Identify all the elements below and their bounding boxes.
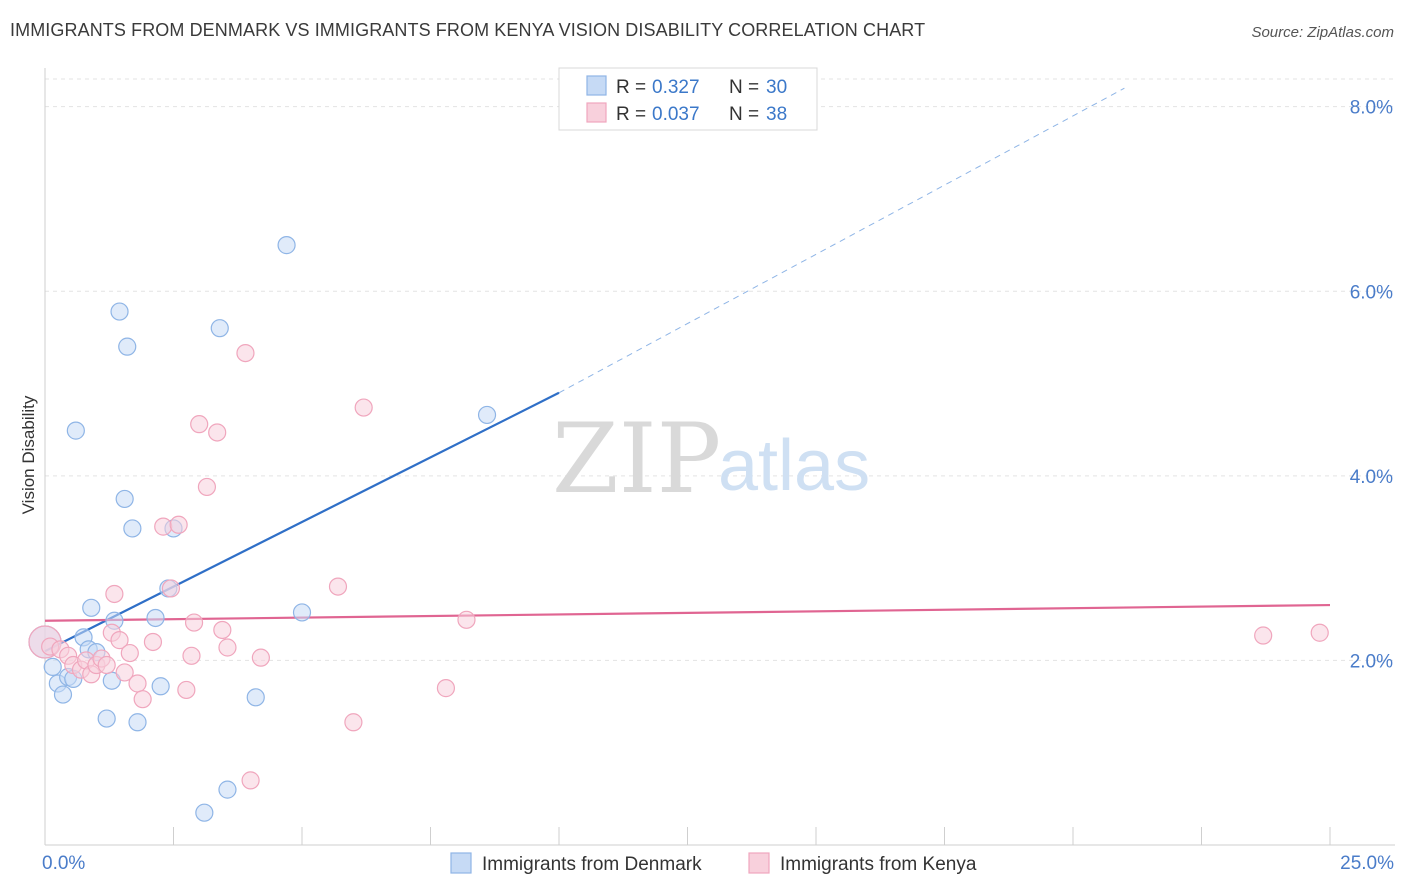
legend-swatch-denmark <box>586 75 607 96</box>
point-1-25 <box>190 415 209 434</box>
point-1-17 <box>133 690 152 709</box>
point-1-19 <box>154 517 173 536</box>
legend-swatch-kenya <box>586 102 607 123</box>
bottom-legend-swatch-denmark <box>450 852 472 874</box>
point-0-27 <box>277 236 296 255</box>
point-1-32 <box>328 577 348 596</box>
legend-n-label-kenya: N = <box>729 104 759 125</box>
watermark-atlas: atlas <box>718 426 870 506</box>
point-0-15 <box>115 489 134 509</box>
point-0-6 <box>66 421 85 440</box>
bottom-legend: Immigrants from Denmark Immigrants from … <box>450 852 977 875</box>
trend-line-1 <box>44 603 1331 622</box>
point-0-26 <box>246 688 265 707</box>
y-tick-labels: 2.0% 4.0% 6.0% 8.0% <box>1350 98 1393 673</box>
point-1-36 <box>457 610 476 629</box>
point-1-21 <box>169 515 188 534</box>
point-0-11 <box>97 709 116 728</box>
point-1-16 <box>128 674 147 693</box>
point-1-20 <box>161 579 181 598</box>
bottom-legend-label-kenya: Immigrants from Kenya <box>780 854 977 875</box>
gridlines <box>45 78 1395 661</box>
legend-r-label-kenya: R = <box>616 104 646 125</box>
point-1-24 <box>184 613 204 632</box>
watermark-zip: ZIP <box>552 403 721 515</box>
point-0-25 <box>218 780 237 799</box>
y-tick-label-2: 6.0% <box>1350 282 1393 303</box>
legend-n-value-kenya: 38 <box>766 104 787 125</box>
point-1-23 <box>182 646 201 665</box>
legend-r-value-kenya: 0.037 <box>652 104 700 125</box>
legend-n-label-denmark: N = <box>729 77 759 98</box>
point-1-12 <box>105 584 124 604</box>
point-1-38 <box>1310 623 1329 642</box>
axes <box>44 68 1395 846</box>
point-1-26 <box>197 477 217 497</box>
y-axis-title: Vision Disability <box>19 395 38 514</box>
point-0-23 <box>195 803 214 822</box>
point-1-37 <box>1254 626 1273 645</box>
bottom-legend-swatch-kenya <box>748 852 770 874</box>
y-tick-label-0: 2.0% <box>1350 651 1393 672</box>
point-0-24 <box>210 319 229 338</box>
bottom-legend-label-denmark: Immigrants from Denmark <box>482 854 702 875</box>
trend-lines <box>44 87 1331 653</box>
x-tick-label-1: 25.0% <box>1340 853 1394 874</box>
legend: R = 0.327 N = 30 R = 0.037 N = 38 <box>558 67 818 131</box>
point-0-29 <box>477 405 497 425</box>
point-1-33 <box>344 713 363 732</box>
point-0-1 <box>43 657 62 676</box>
point-1-34 <box>354 398 373 417</box>
point-0-3 <box>53 685 73 704</box>
point-1-35 <box>436 679 456 698</box>
watermark: ZIP atlas <box>552 403 870 515</box>
x-tick-label-0: 0.0% <box>42 853 85 874</box>
point-1-18 <box>143 632 163 652</box>
point-0-16 <box>118 337 137 356</box>
point-1-29 <box>218 638 237 657</box>
legend-r-value-denmark: 0.327 <box>652 77 700 98</box>
point-1-28 <box>213 620 232 640</box>
point-0-19 <box>146 608 165 628</box>
x-tick-labels: 0.0% 25.0% <box>42 853 1394 874</box>
point-1-22 <box>177 680 196 700</box>
point-1-31 <box>251 648 270 667</box>
point-1-13 <box>110 631 129 650</box>
y-tick-label-3: 8.0% <box>1350 98 1393 119</box>
point-1-39 <box>241 771 260 790</box>
legend-n-value-denmark: 30 <box>766 77 787 98</box>
trend-line-extension-0 <box>558 87 1125 394</box>
point-0-17 <box>123 519 142 538</box>
trend-line-0 <box>44 391 560 653</box>
source-credit: Source: ZipAtlas.com <box>1251 24 1394 41</box>
point-0-28 <box>292 603 312 622</box>
point-0-9 <box>82 598 101 617</box>
point-1-15 <box>120 643 139 663</box>
point-0-18 <box>128 713 147 732</box>
point-0-14 <box>110 302 129 321</box>
data-points <box>28 236 1329 822</box>
y-tick-label-1: 4.0% <box>1350 467 1393 488</box>
point-0-20 <box>151 677 170 696</box>
point-1-14 <box>115 663 134 682</box>
legend-r-label-denmark: R = <box>616 77 646 98</box>
point-1-30 <box>236 343 255 363</box>
point-1-27 <box>208 423 227 442</box>
chart-title: IMMIGRANTS FROM DENMARK VS IMMIGRANTS FR… <box>10 20 926 40</box>
point-1-10 <box>97 655 116 675</box>
